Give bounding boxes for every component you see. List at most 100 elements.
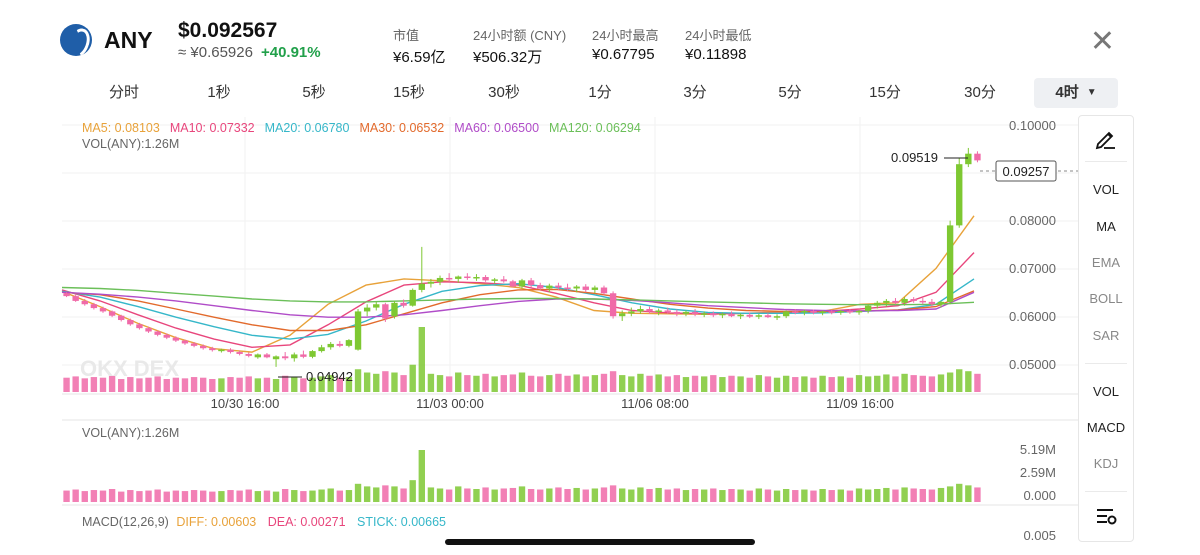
volume-bar xyxy=(691,375,699,392)
volume-bar xyxy=(455,372,462,392)
tab-5m[interactable]: 5分 xyxy=(758,78,822,108)
ma-line-ma120 xyxy=(61,286,975,306)
candle-body xyxy=(509,281,517,287)
sub-volume-bar xyxy=(108,489,116,502)
candle-body xyxy=(473,277,480,279)
candle-body xyxy=(874,302,881,306)
sub-volume-bar xyxy=(345,490,353,502)
candle-body xyxy=(546,285,553,289)
volume-bar xyxy=(391,372,398,392)
candle-body xyxy=(482,277,489,281)
indicator-ma[interactable]: MA xyxy=(1096,219,1116,234)
pen-draw-icon[interactable] xyxy=(1079,126,1133,150)
volume-bar xyxy=(445,376,453,392)
indicator-ema[interactable]: EMA xyxy=(1091,255,1121,270)
candle-body xyxy=(409,289,416,306)
tab-1s[interactable]: 1秒 xyxy=(187,78,251,108)
vol-axis-label: 0.000 xyxy=(1023,488,1056,503)
volume-bar xyxy=(318,376,325,392)
candle-body xyxy=(619,313,626,317)
volume-bar xyxy=(710,375,717,392)
volume-bar xyxy=(846,377,854,392)
volume-bar xyxy=(200,377,207,392)
sub-volume-bar xyxy=(609,485,617,502)
tab-5s[interactable]: 5秒 xyxy=(282,78,346,108)
volume-bar xyxy=(792,377,799,392)
sub-volume-bar xyxy=(965,485,972,502)
sub-volume-bar xyxy=(810,490,817,502)
volume-bar xyxy=(819,375,826,392)
stat-value: ¥506.32万 xyxy=(473,49,543,66)
indicator-boll[interactable]: BOLL xyxy=(1089,291,1123,306)
main-volume-bars xyxy=(63,327,981,392)
candle-body xyxy=(345,340,353,346)
tab-30s[interactable]: 30秒 xyxy=(472,78,536,108)
sub-indicator-vol[interactable]: VOL xyxy=(1092,384,1119,399)
close-icon[interactable]: ✕ xyxy=(1089,24,1115,59)
sub-volume-bar xyxy=(782,489,790,502)
stat-24h-low: 24小时最低 ¥0.11898 xyxy=(685,25,751,63)
volume-bar xyxy=(154,376,161,392)
sub-volume-bar xyxy=(90,490,98,502)
sub-volume-bar xyxy=(400,488,407,502)
indicator-side-panel: VOL MA EMA BOLL SAR VOL MACD KDJ xyxy=(1078,115,1134,542)
volume-bar xyxy=(72,376,79,392)
sub-volume-bar xyxy=(409,480,416,502)
volume-bar xyxy=(291,377,298,392)
tab-4h[interactable]: 4时 ▼ xyxy=(1034,78,1118,108)
price-axis-label: 0.10000 xyxy=(1009,118,1056,133)
candle-body xyxy=(391,302,398,317)
tab-30m[interactable]: 30分 xyxy=(948,78,1012,108)
chart-grid xyxy=(62,117,1078,506)
home-indicator xyxy=(445,539,755,545)
macd-title: MACD(12,26,9) xyxy=(82,515,169,529)
tab-3m[interactable]: 3分 xyxy=(663,78,727,108)
sub-volume-bar xyxy=(491,489,498,502)
stat-value: ¥6.59亿 xyxy=(393,49,446,66)
stat-24h-high: 24小时最高 ¥0.67795 xyxy=(592,25,658,63)
sub-volume-bar xyxy=(218,491,225,502)
indicator-settings-icon[interactable] xyxy=(1079,506,1133,528)
candle-body xyxy=(555,285,562,288)
volume-bar xyxy=(436,375,444,392)
sub-volume-bar xyxy=(937,487,945,502)
indicator-sar[interactable]: SAR xyxy=(1092,328,1120,343)
indicator-vol[interactable]: VOL xyxy=(1092,182,1119,197)
sub-indicator-macd[interactable]: MACD xyxy=(1086,420,1126,435)
candle-body xyxy=(108,311,116,316)
volume-bar xyxy=(218,378,225,392)
tab-15m[interactable]: 15分 xyxy=(853,78,917,108)
candle-body xyxy=(855,310,863,313)
sub-volume-bar xyxy=(200,490,207,502)
sub-volume-bar xyxy=(573,487,580,502)
volume-bar xyxy=(673,375,681,392)
sub-volume-bar xyxy=(473,489,480,502)
candle-body xyxy=(263,354,271,358)
sub-volume-bar xyxy=(81,491,88,502)
volume-bar xyxy=(682,377,690,392)
sub-volume-bar xyxy=(281,489,289,502)
volume-bar xyxy=(345,377,353,392)
token-header: ANY xyxy=(60,24,153,56)
sub-volume-bar xyxy=(227,490,234,502)
candle-body xyxy=(700,313,708,315)
ma-legend-item: MA10: 0.07332 xyxy=(170,121,255,135)
stat-label: 24小时额 (CNY) xyxy=(473,28,567,43)
volume-bar xyxy=(163,379,170,392)
anyswap-logo-icon xyxy=(60,24,92,56)
tab-1m[interactable]: 1分 xyxy=(568,78,632,108)
sub-indicator-kdj[interactable]: KDJ xyxy=(1093,456,1119,471)
volume-bar xyxy=(609,371,617,392)
candle-body xyxy=(864,305,872,311)
volume-bar xyxy=(172,377,180,392)
date-tick: 10/30 16:00 xyxy=(211,396,280,411)
volume-bar xyxy=(409,364,416,392)
tab-time-share[interactable]: 分时 xyxy=(92,78,156,108)
candle-body xyxy=(163,334,170,338)
tab-15s[interactable]: 15秒 xyxy=(377,78,441,108)
candle-body xyxy=(782,311,790,317)
tab-label: 5分 xyxy=(778,84,802,101)
candle-body xyxy=(245,353,252,356)
kline-chart[interactable]: MA5: 0.08103 MA10: 0.07332 MA20: 0.06780 MA… xyxy=(0,0,1080,555)
sub-volume-bar xyxy=(892,489,899,502)
